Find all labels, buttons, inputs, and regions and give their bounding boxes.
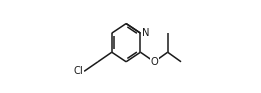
Text: O: O xyxy=(150,57,158,67)
Text: Cl: Cl xyxy=(73,66,83,76)
Text: N: N xyxy=(142,28,150,38)
